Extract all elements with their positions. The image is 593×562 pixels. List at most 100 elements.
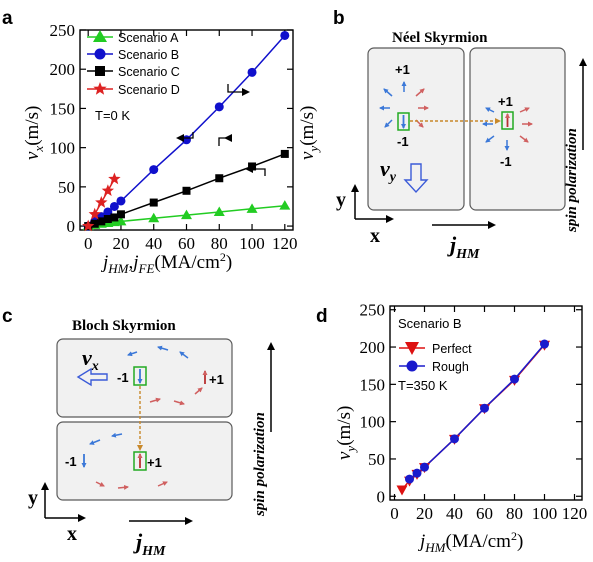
panel-d-ylabel: vy(m/s) bbox=[334, 406, 358, 460]
panel-a-ytick-label: 250 bbox=[50, 21, 76, 40]
panel-a-point-scenario-c bbox=[97, 217, 106, 226]
panel-a-point-scenario-b bbox=[149, 165, 159, 175]
bloch-axis-x-label: x bbox=[67, 523, 77, 545]
panel-d-xtick-label: 60 bbox=[476, 504, 493, 523]
bloch-top-core-box bbox=[133, 366, 147, 386]
neel-spin-label: spin polarization bbox=[564, 128, 580, 233]
neel-left-charge-plus: +1 bbox=[395, 62, 410, 77]
panel-d-point-rough bbox=[412, 468, 422, 478]
panel-a-point-scenario-c bbox=[280, 149, 289, 158]
panel-a-point-scenario-a bbox=[279, 200, 291, 210]
panel-d-series-marks bbox=[396, 339, 550, 496]
panel-b-neel-skyrmion: b Néel Skyrmion +1 -1 vy +1 bbox=[333, 8, 587, 262]
panel-d-point-rough bbox=[510, 374, 519, 384]
panel-a-point-scenario-d bbox=[88, 207, 101, 220]
panel-d-ytick-label: 0 bbox=[377, 487, 386, 506]
panel-d-xtick-label: 0 bbox=[390, 504, 399, 523]
panel-a-point-scenario-d bbox=[82, 219, 95, 232]
neel-right-charge-minus: -1 bbox=[500, 154, 512, 169]
panel-a-ylabel-left: vx(m/s) bbox=[22, 106, 46, 160]
panel-a-point-scenario-c bbox=[182, 186, 191, 195]
panel-d-point-rough bbox=[450, 434, 459, 444]
panel-d-label: d bbox=[316, 306, 328, 327]
panel-b-label: b bbox=[333, 8, 345, 29]
panel-a-xtick-label: 20 bbox=[112, 234, 129, 253]
legend-marker-scenario-a bbox=[93, 30, 107, 42]
panel-a-xtick-label: 60 bbox=[178, 234, 195, 253]
legend-marker-perfect bbox=[405, 342, 419, 355]
panel-a-ytick-label: 100 bbox=[50, 139, 76, 158]
panel-a-ytick-label: 150 bbox=[50, 99, 76, 118]
panel-c-bloch-skyrmion: c Bloch Skyrmion vx -1 +1 -1 bbox=[2, 306, 275, 559]
arrow-left-axis-a bbox=[245, 165, 266, 176]
panel-d-point-rough bbox=[540, 339, 549, 349]
panel-a-point-scenario-b bbox=[103, 207, 113, 217]
neel-track-right bbox=[469, 47, 566, 211]
legend-marker-scenario-c bbox=[95, 66, 105, 76]
panel-a-legend: Scenario A Scenario B Scenario C Scenari… bbox=[87, 30, 180, 97]
panel-d-ytick-label: 200 bbox=[360, 338, 386, 357]
panel-a-point-scenario-a bbox=[213, 206, 225, 216]
panel-a-series-marks bbox=[82, 30, 291, 232]
panel-a-point-scenario-c bbox=[90, 219, 99, 228]
panel-a-temperature-note: T=0 K bbox=[95, 108, 130, 123]
panel-d-ytick-label: 250 bbox=[360, 301, 386, 320]
neel-right-core-box bbox=[501, 111, 514, 130]
panel-a-xtick-label: 40 bbox=[145, 234, 162, 253]
panel-a-xlabel: jHM,jFE(MA/cm2) bbox=[100, 250, 232, 276]
neel-velocity-arrow bbox=[403, 163, 429, 194]
panel-d-legend: Perfect Rough bbox=[399, 342, 472, 374]
panel-a-point-scenario-a bbox=[246, 203, 258, 213]
panel-a-point-scenario-d bbox=[108, 172, 121, 185]
panel-a-point-scenario-b bbox=[247, 67, 257, 77]
panel-a-chart: a 0 20 40 60 80 100 120 0 50 100 150 200 250 Scenari… bbox=[2, 8, 321, 276]
bloch-bottom-core-box bbox=[133, 451, 147, 471]
panel-d-xtick-label: 20 bbox=[416, 504, 433, 523]
bloch-top-spins bbox=[127, 345, 203, 406]
panel-a-xtick-label: 120 bbox=[272, 234, 298, 253]
neel-left-core-box bbox=[397, 112, 410, 131]
panel-d-xtick-label: 100 bbox=[532, 504, 558, 523]
panel-a-point-scenario-c bbox=[116, 210, 125, 219]
panel-a-xtick-label: 0 bbox=[84, 234, 93, 253]
panel-d-temperature-note: T=350 K bbox=[398, 378, 448, 393]
panel-d-xtick-label: 80 bbox=[506, 504, 523, 523]
legend-label-scenario-d: Scenario D bbox=[118, 83, 180, 97]
panel-a-point-scenario-a bbox=[148, 212, 160, 223]
panel-d-ytick-label: 100 bbox=[360, 413, 386, 432]
neel-axis-x-label: x bbox=[370, 225, 380, 247]
arrow-right-axis bbox=[227, 84, 250, 96]
panel-a-point-scenario-b bbox=[109, 201, 119, 211]
neel-axis-y-label: y bbox=[336, 189, 346, 211]
panel-c-label: c bbox=[2, 306, 13, 327]
panel-a-ytick-label: 0 bbox=[67, 217, 76, 236]
panel-d-point-rough bbox=[405, 474, 414, 484]
panel-a-xtick-label: 100 bbox=[239, 234, 265, 253]
neel-track-left bbox=[367, 47, 465, 211]
panel-a-frame bbox=[79, 29, 294, 231]
bloch-spin-label: spin polarization bbox=[252, 412, 268, 517]
bloch-velocity-label: vx bbox=[82, 345, 99, 374]
panel-d-scenario-title: Scenario B bbox=[398, 316, 462, 331]
panel-a-point-scenario-c bbox=[110, 213, 119, 222]
panel-a-point-scenario-c bbox=[149, 198, 158, 207]
legend-marker-scenario-d bbox=[93, 82, 107, 95]
neel-right-charge-plus: +1 bbox=[498, 94, 513, 109]
bloch-axis-y-label: y bbox=[28, 487, 38, 509]
panel-a-point-scenario-b bbox=[280, 30, 290, 40]
panel-a-ticks: 0 20 40 60 80 100 120 0 50 100 150 200 250 bbox=[50, 21, 298, 253]
panel-d-ytick-label: 50 bbox=[368, 450, 385, 469]
panel-d-point-perfect bbox=[396, 485, 408, 496]
neel-right-spins bbox=[482, 107, 533, 151]
legend-marker-scenario-b bbox=[94, 48, 106, 60]
panel-d-xtick-label: 40 bbox=[446, 504, 463, 523]
panel-a-point-scenario-a bbox=[181, 209, 192, 220]
legend-label-scenario-a: Scenario A bbox=[118, 31, 179, 45]
neel-left-charge-minus: -1 bbox=[397, 134, 409, 149]
panel-a-ytick-label: 50 bbox=[58, 178, 75, 197]
panel-d-line-rough bbox=[409, 343, 546, 480]
panel-d-frame bbox=[389, 305, 583, 501]
